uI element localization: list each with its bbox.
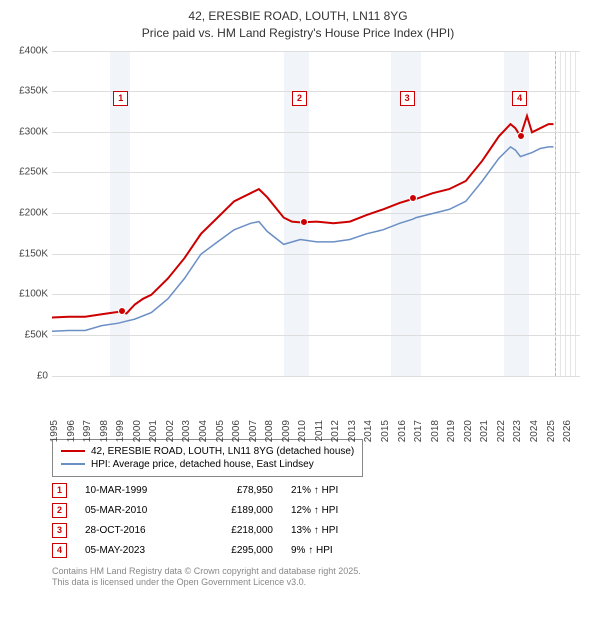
price-marker-label: 4: [512, 91, 527, 106]
transaction-marker: 4: [52, 543, 67, 558]
legend-label: HPI: Average price, detached house, East…: [91, 459, 314, 470]
legend-label: 42, ERESBIE ROAD, LOUTH, LN11 8YG (detac…: [91, 446, 354, 457]
transaction-row: 3 28-OCT-2016 £218,000 13% ↑ HPI: [52, 523, 588, 538]
price-marker-label: 1: [113, 91, 128, 106]
chart-container: 42, ERESBIE ROAD, LOUTH, LN11 8YG Price …: [0, 0, 600, 620]
transaction-pct: 9% ↑ HPI: [291, 545, 333, 556]
transaction-table: 1 10-MAR-1999 £78,950 21% ↑ HPI 2 05-MAR-2010…: [52, 483, 588, 558]
legend-item: HPI: Average price, detached house, East…: [61, 459, 354, 470]
price-marker-dot: [517, 132, 525, 140]
y-axis-label: £350K: [8, 86, 48, 97]
price-marker-dot: [300, 218, 308, 226]
x-axis-label: 2007: [248, 420, 259, 442]
series-line: [52, 116, 554, 318]
x-axis-label: 2015: [380, 420, 391, 442]
x-axis-label: 2014: [363, 420, 374, 442]
price-marker-label: 2: [292, 91, 307, 106]
footer-line2: This data is licensed under the Open Gov…: [52, 577, 588, 589]
transaction-price: £189,000: [198, 505, 273, 516]
y-axis-label: £200K: [8, 208, 48, 219]
transaction-pct: 12% ↑ HPI: [291, 505, 338, 516]
x-axis-label: 2018: [430, 420, 441, 442]
footer-line1: Contains HM Land Registry data © Crown c…: [52, 566, 588, 578]
x-axis-label: 2021: [479, 420, 490, 442]
x-axis-label: 2024: [529, 420, 540, 442]
x-axis-label: 2020: [463, 420, 474, 442]
legend-swatch: [61, 463, 85, 465]
series-line: [52, 146, 554, 330]
line-svg: [52, 51, 580, 376]
x-axis-label: 1996: [66, 420, 77, 442]
x-axis-label: 2017: [413, 420, 424, 442]
transaction-row: 4 05-MAY-2023 £295,000 9% ↑ HPI: [52, 543, 588, 558]
x-axis-label: 2003: [181, 420, 192, 442]
transaction-price: £295,000: [198, 545, 273, 556]
x-axis-label: 2001: [148, 420, 159, 442]
x-axis-label: 2026: [562, 420, 573, 442]
legend-item: 42, ERESBIE ROAD, LOUTH, LN11 8YG (detac…: [61, 446, 354, 457]
transaction-marker: 3: [52, 523, 67, 538]
x-axis-label: 2005: [215, 420, 226, 442]
x-axis-label: 1997: [82, 420, 93, 442]
x-axis-label: 2023: [512, 420, 523, 442]
transaction-date: 05-MAR-2010: [85, 505, 180, 516]
x-axis-label: 2022: [496, 420, 507, 442]
transaction-marker: 2: [52, 503, 67, 518]
x-axis-label: 2013: [347, 420, 358, 442]
transaction-price: £78,950: [198, 485, 273, 496]
legend: 42, ERESBIE ROAD, LOUTH, LN11 8YG (detac…: [52, 439, 363, 477]
x-axis-label: 1998: [99, 420, 110, 442]
x-axis-label: 2025: [546, 420, 557, 442]
transaction-row: 2 05-MAR-2010 £189,000 12% ↑ HPI: [52, 503, 588, 518]
price-marker-dot: [118, 307, 126, 315]
transaction-date: 05-MAY-2023: [85, 545, 180, 556]
y-axis-label: £100K: [8, 289, 48, 300]
transaction-pct: 13% ↑ HPI: [291, 525, 338, 536]
y-axis-label: £0: [8, 370, 48, 381]
chart-area: 1 2 3 4 £0 £50K £100K £150K £200K £250K £300K £350…: [8, 46, 588, 431]
x-axis-label: 2008: [264, 420, 275, 442]
y-axis-label: £300K: [8, 126, 48, 137]
y-axis-label: £150K: [8, 248, 48, 259]
transaction-date: 28-OCT-2016: [85, 525, 180, 536]
title-line2: Price paid vs. HM Land Registry's House …: [8, 25, 588, 42]
transaction-marker: 1: [52, 483, 67, 498]
x-axis-label: 2012: [330, 420, 341, 442]
x-axis-label: 2016: [397, 420, 408, 442]
price-marker-dot: [409, 194, 417, 202]
legend-swatch: [61, 450, 85, 452]
y-axis-label: £400K: [8, 45, 48, 56]
x-axis-label: 2019: [446, 420, 457, 442]
attribution-footer: Contains HM Land Registry data © Crown c…: [52, 566, 588, 589]
transaction-pct: 21% ↑ HPI: [291, 485, 338, 496]
x-axis-label: 2004: [198, 420, 209, 442]
x-axis-label: 2009: [281, 420, 292, 442]
transaction-price: £218,000: [198, 525, 273, 536]
x-axis-label: 1995: [49, 420, 60, 442]
y-axis-label: £50K: [8, 329, 48, 340]
x-axis-label: 1999: [115, 420, 126, 442]
title-line1: 42, ERESBIE ROAD, LOUTH, LN11 8YG: [8, 8, 588, 25]
x-axis-label: 2000: [132, 420, 143, 442]
transaction-row: 1 10-MAR-1999 £78,950 21% ↑ HPI: [52, 483, 588, 498]
price-marker-label: 3: [400, 91, 415, 106]
y-axis-label: £250K: [8, 167, 48, 178]
x-axis-label: 2006: [231, 420, 242, 442]
x-axis-label: 2010: [297, 420, 308, 442]
transaction-date: 10-MAR-1999: [85, 485, 180, 496]
plot-region: 1 2 3 4: [52, 51, 580, 376]
x-axis-label: 2002: [165, 420, 176, 442]
chart-title: 42, ERESBIE ROAD, LOUTH, LN11 8YG Price …: [8, 8, 588, 42]
x-axis-label: 2011: [314, 420, 325, 442]
